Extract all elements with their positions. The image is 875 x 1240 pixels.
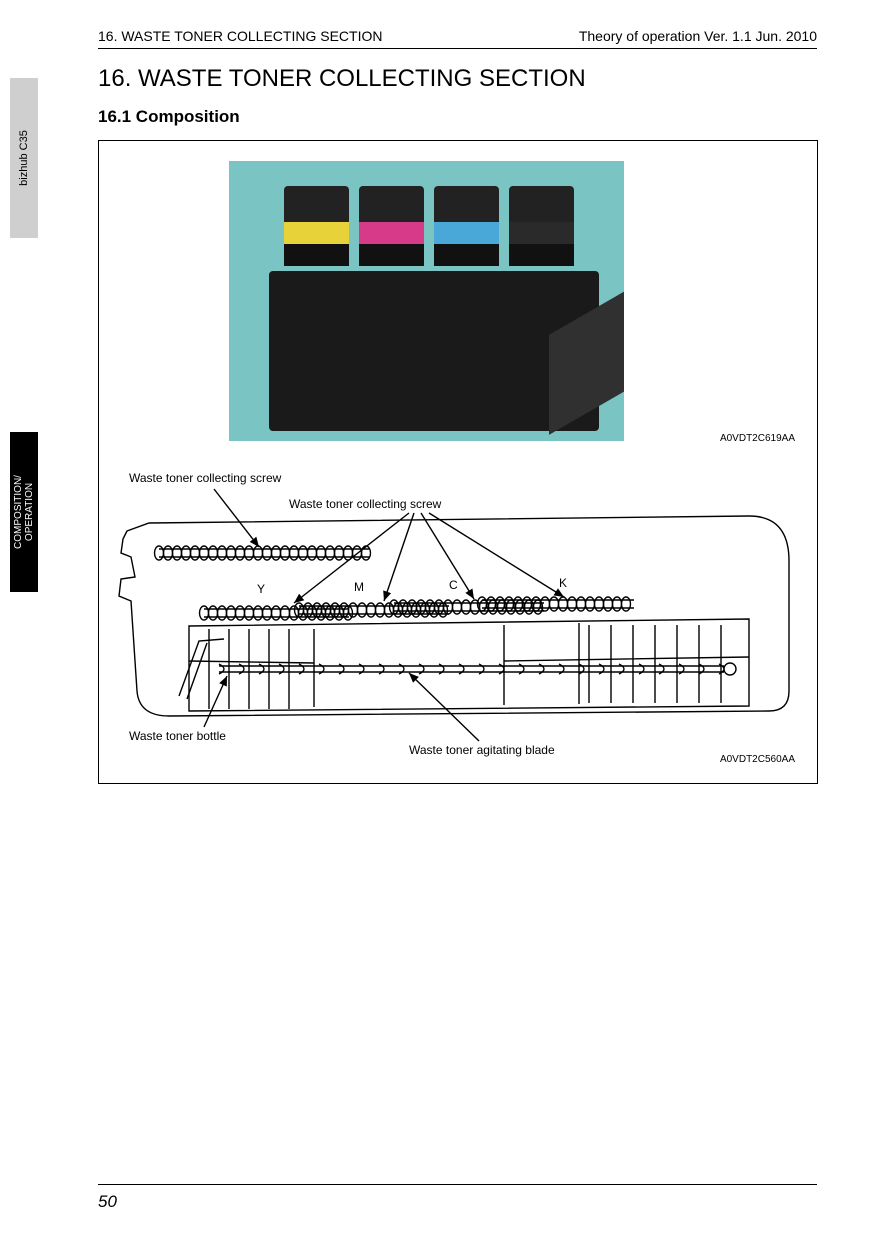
toner-cartridge: [284, 186, 349, 266]
toner-cartridge: [359, 186, 424, 266]
side-tab-section-text: COMPOSITION/OPERATION: [13, 475, 35, 549]
svg-text:K: K: [559, 576, 567, 590]
page-number: 50: [98, 1192, 117, 1212]
svg-text:M: M: [354, 580, 364, 594]
header-left: 16. WASTE TONER COLLECTING SECTION: [98, 28, 382, 44]
heading-1: 16. WASTE TONER COLLECTING SECTION: [98, 65, 586, 93]
side-tab-model-text: bizhub C35: [18, 130, 30, 186]
svg-text:Y: Y: [257, 582, 265, 596]
figure-code-diagram: A0VDT2C560AA: [720, 754, 795, 765]
toner-cartridge: [509, 186, 574, 266]
svg-text:C: C: [449, 578, 458, 592]
heading-2: 16.1 Composition: [98, 107, 240, 127]
footer-rule: [98, 1184, 817, 1185]
toner-cartridge: [434, 186, 499, 266]
diagram-svg: YMCK: [109, 461, 809, 779]
header-right: Theory of operation Ver. 1.1 Jun. 2010: [579, 28, 817, 44]
side-tab-section: COMPOSITION/OPERATION: [10, 432, 38, 592]
side-tab-model: bizhub C35: [10, 78, 38, 238]
product-photo: [229, 161, 624, 441]
figure-code-photo: A0VDT2C619AA: [720, 433, 795, 444]
figure-frame: A0VDT2C619AA Waste toner collecting scre…: [98, 140, 818, 784]
page-header: 16. WASTE TONER COLLECTING SECTION Theor…: [98, 28, 817, 49]
